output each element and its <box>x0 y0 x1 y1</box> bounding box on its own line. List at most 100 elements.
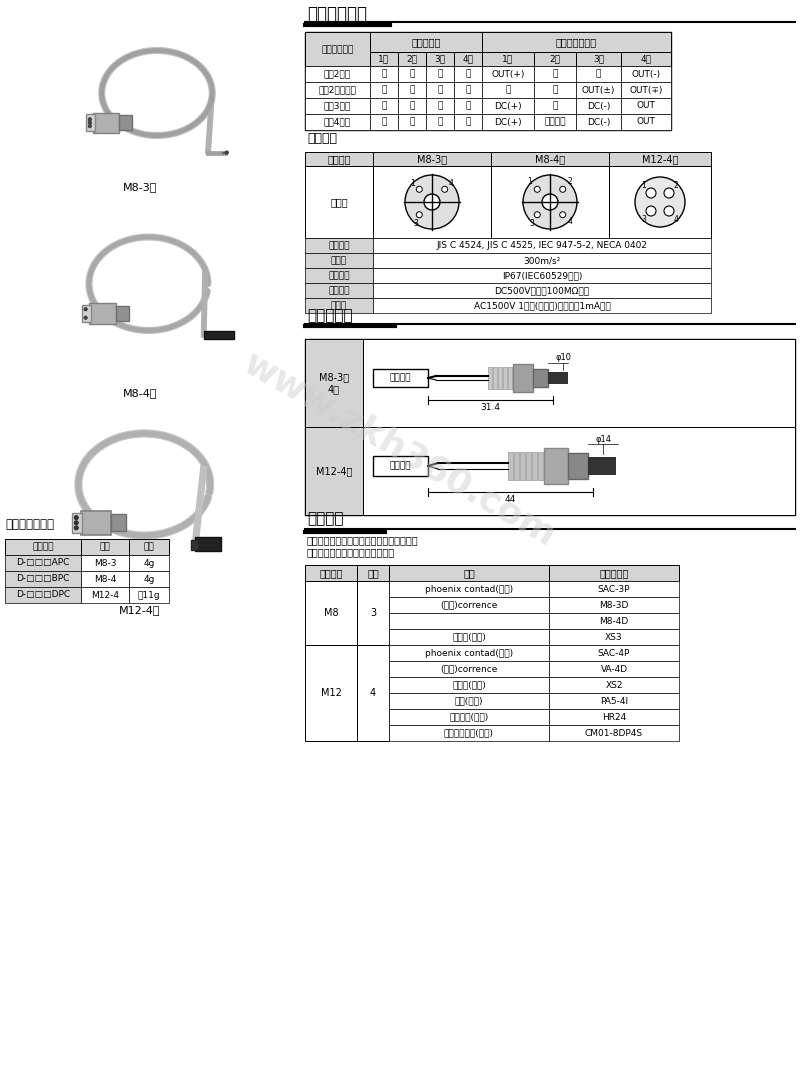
Text: 插头的针配置: 插头的针配置 <box>307 5 367 23</box>
Bar <box>305 268 373 283</box>
Bar <box>81 510 111 534</box>
Text: CM01-8DP4S: CM01-8DP4S <box>585 728 643 738</box>
Bar <box>373 268 711 283</box>
Bar <box>568 453 588 479</box>
Text: 绝缘阻抗: 绝缘阻抗 <box>328 286 350 295</box>
Circle shape <box>646 206 656 216</box>
Bar <box>86 114 95 131</box>
Text: 31.4: 31.4 <box>481 404 501 412</box>
Text: M8: M8 <box>324 609 338 618</box>
Text: 1: 1 <box>528 178 532 186</box>
Text: (公司)corrence: (公司)corrence <box>440 601 498 610</box>
Text: 直流2线式无极: 直流2线式无极 <box>318 85 357 95</box>
Text: 直流2线式: 直流2线式 <box>324 70 351 79</box>
Text: 4: 4 <box>567 218 573 226</box>
Text: 广濑电气(公司): 广濑电气(公司) <box>450 713 489 722</box>
Text: OUT(-): OUT(-) <box>631 70 661 79</box>
Bar <box>549 597 679 613</box>
Bar <box>454 98 482 114</box>
Bar <box>373 253 711 268</box>
Bar <box>533 369 548 387</box>
Bar <box>454 66 482 82</box>
Circle shape <box>416 212 422 218</box>
Bar <box>94 113 118 132</box>
Text: 诊断输出: 诊断输出 <box>544 117 566 126</box>
Text: 茶: 茶 <box>382 70 386 79</box>
Bar <box>549 645 679 661</box>
Text: 插头规格: 插头规格 <box>307 132 337 145</box>
Text: 传感器部: 传感器部 <box>390 462 410 471</box>
Bar <box>305 339 363 426</box>
Text: 蓝: 蓝 <box>438 117 442 126</box>
Text: OUT(±): OUT(±) <box>582 85 615 95</box>
Text: 导线的颜色: 导线的颜色 <box>411 37 441 47</box>
Text: －: － <box>438 70 442 79</box>
Text: DC500V兆欧表100MΩ以上: DC500V兆欧表100MΩ以上 <box>494 286 590 295</box>
Text: M8-4D: M8-4D <box>599 616 629 626</box>
Text: 针数: 针数 <box>367 568 379 578</box>
Bar <box>305 581 357 645</box>
Bar <box>503 367 507 389</box>
Bar <box>370 98 398 114</box>
Bar <box>191 540 198 550</box>
Bar <box>363 339 795 426</box>
Bar <box>116 306 129 321</box>
Bar <box>389 581 549 597</box>
Text: D-□□□DPC: D-□□□DPC <box>16 590 70 600</box>
Text: DC(-): DC(-) <box>587 101 610 111</box>
Text: 直流3线式: 直流3线式 <box>324 101 351 111</box>
Text: 本公司不供给，参见下记一览表的适合例，: 本公司不供给，参见下记一览表的适合例， <box>307 535 418 545</box>
Bar <box>305 114 370 130</box>
Text: 3: 3 <box>530 219 534 227</box>
Text: 300m/s²: 300m/s² <box>523 256 561 265</box>
Text: －: － <box>552 101 558 111</box>
Text: M8-4针: M8-4针 <box>122 388 158 398</box>
Circle shape <box>225 151 229 154</box>
Text: 3针: 3针 <box>434 55 446 64</box>
Bar <box>373 152 491 166</box>
Bar <box>305 66 370 82</box>
Text: 蓝: 蓝 <box>466 85 470 95</box>
Bar <box>357 581 389 645</box>
Bar <box>195 537 221 550</box>
Bar <box>498 367 502 389</box>
Bar <box>398 66 426 82</box>
Text: （样本等的详细向各厂家询问。）: （样本等的详细向各厂家询问。） <box>307 547 395 557</box>
Circle shape <box>84 308 87 311</box>
Bar <box>549 581 679 597</box>
Bar <box>5 587 81 603</box>
Bar <box>373 238 711 253</box>
Bar <box>370 32 482 52</box>
Text: (公司)corrence: (公司)corrence <box>440 665 498 673</box>
Bar <box>426 66 454 82</box>
Text: 2针: 2针 <box>550 55 561 64</box>
Circle shape <box>88 121 91 125</box>
Bar <box>389 597 549 613</box>
Text: －: － <box>382 85 386 95</box>
Bar <box>534 66 576 82</box>
Circle shape <box>646 188 656 198</box>
Bar <box>549 565 679 581</box>
Text: 第一电子工业(公司): 第一电子工业(公司) <box>444 728 494 738</box>
Text: －: － <box>410 85 414 95</box>
Text: 4g: 4g <box>143 574 154 584</box>
Bar <box>621 82 671 98</box>
Text: 蓝: 蓝 <box>466 70 470 79</box>
Text: 山武(公司): 山武(公司) <box>454 697 483 705</box>
Bar <box>482 32 671 52</box>
Circle shape <box>424 194 440 210</box>
Text: JIS C 4524, JIS C 4525, IEC 947-5-2, NECA 0402: JIS C 4524, JIS C 4525, IEC 947-5-2, NEC… <box>437 241 647 250</box>
Bar <box>363 426 795 515</box>
Bar <box>514 452 519 480</box>
Circle shape <box>405 174 459 229</box>
Text: 适合系列例: 适合系列例 <box>599 568 629 578</box>
Bar <box>549 613 679 629</box>
Bar <box>389 725 549 741</box>
Text: 1针: 1针 <box>502 55 514 64</box>
Text: 插头电缆: 插头电缆 <box>307 512 343 527</box>
Bar <box>81 555 129 571</box>
Bar <box>129 538 169 555</box>
Bar <box>373 166 491 238</box>
Text: OUT: OUT <box>637 117 655 126</box>
Bar <box>389 565 549 581</box>
